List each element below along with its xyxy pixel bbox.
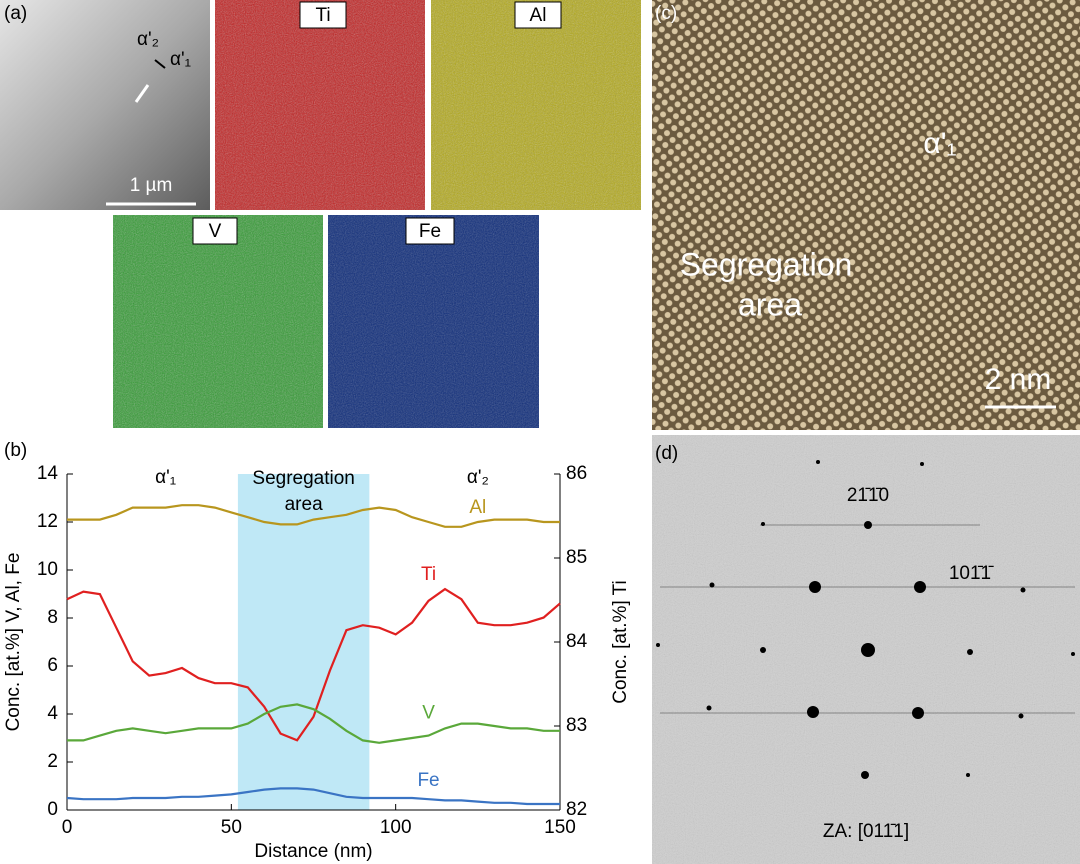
zone-axis: ZA: [011̄1] — [823, 821, 909, 842]
diffraction-spots — [656, 460, 1075, 779]
y2-tick-label: 82 — [566, 799, 587, 820]
y-tick-label: 6 — [47, 655, 58, 676]
scale-label: 1 µm — [130, 175, 173, 196]
y2-tick-label: 86 — [566, 463, 587, 484]
map-label: Fe — [419, 221, 441, 242]
y-tick-label: 8 — [47, 607, 58, 628]
highlight-label: Segregation — [252, 468, 354, 489]
x-axis-label: Distance (nm) — [254, 841, 372, 862]
chart: (b) Segregation area α'₁ α'₂ 0 2 4 6 8 10 12 14 82 83… — [3, 440, 631, 862]
spot-label: 101̄1̄ — [949, 563, 994, 584]
series-line — [67, 504, 560, 528]
series-label: Ti — [421, 564, 436, 585]
y-tick-label: 0 — [47, 799, 58, 820]
map-noise — [215, 0, 425, 210]
label-box — [405, 217, 455, 245]
label-box — [514, 1, 562, 29]
y2-tick-label: 83 — [566, 715, 587, 736]
panel-label: (d) — [655, 443, 678, 464]
arrow — [134, 84, 150, 103]
panel-a: (a) α'₂ α'₁ 1 µm Ti Al V Fe — [0, 0, 641, 428]
y-axis-label: Conc. [at.%] V, Al, Fe — [3, 553, 24, 732]
phase-label: α'₁ — [155, 467, 176, 488]
map-noise — [431, 0, 641, 210]
stem-image — [0, 0, 210, 210]
x-tick-label: 50 — [221, 817, 242, 838]
highlight-label: area — [285, 494, 323, 515]
y2-axis-label: Conc. [at.%] Ti — [610, 580, 631, 704]
region-label: Segregation — [680, 246, 853, 282]
map-noise — [113, 215, 323, 428]
phase-label: α'₂ — [137, 29, 159, 50]
y-tick-label: 14 — [37, 463, 59, 484]
series-line — [67, 703, 560, 744]
panel-label: (c) — [655, 3, 677, 24]
arrow — [154, 59, 166, 69]
label-box — [192, 217, 238, 245]
label-box — [299, 1, 347, 29]
y-tick-label: 12 — [37, 511, 58, 532]
phase-label: α'₁ — [170, 49, 191, 70]
spot-label: 21̄1̄0 — [847, 485, 889, 506]
x-tick-label: 100 — [380, 817, 412, 838]
y-tick-label: 10 — [37, 559, 58, 580]
map-label: Al — [530, 5, 547, 26]
hrtem-image — [652, 0, 1080, 430]
y2-tick-label: 84 — [566, 631, 588, 652]
y-tick-label: 2 — [47, 751, 58, 772]
y2-tick-label: 85 — [566, 547, 587, 568]
phase-label: α'₁ — [923, 127, 956, 160]
highlight-region — [237, 474, 370, 810]
series-line — [66, 587, 561, 742]
x-tick-label: 150 — [544, 817, 576, 838]
panel-d: (d) 21̄1̄0 101̄1̄ ZA: [011̄1] — [652, 435, 1080, 864]
series-label: Al — [469, 497, 486, 518]
x-tick-label: 0 — [62, 817, 73, 838]
panel-label: (b) — [4, 440, 27, 461]
region-label: area — [738, 286, 802, 322]
series-line — [66, 787, 560, 806]
map-label: Ti — [315, 5, 330, 26]
panel-c: (c) α'₁ Segregation area 2 nm — [652, 0, 1080, 430]
scale-label: 2 nm — [985, 363, 1052, 396]
map-noise — [328, 215, 539, 428]
panel-label: (a) — [4, 3, 27, 24]
series-label: V — [422, 703, 435, 724]
y-tick-label: 4 — [47, 703, 58, 724]
phase-label: α'₂ — [467, 467, 489, 488]
series-label: Fe — [417, 770, 439, 791]
map-label: V — [209, 221, 222, 242]
